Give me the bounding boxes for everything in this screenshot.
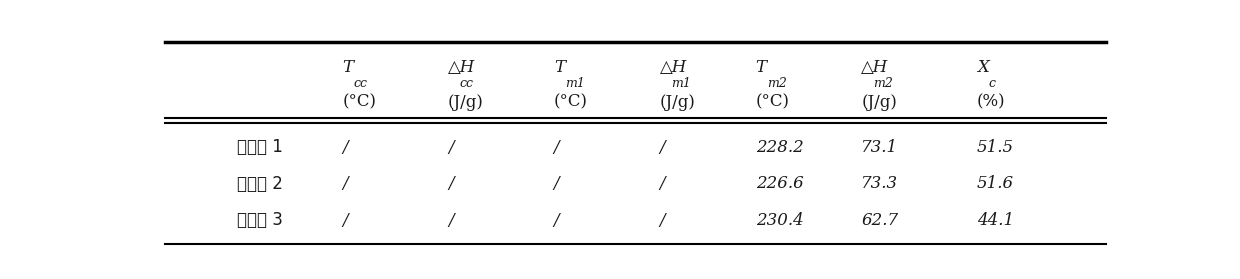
Text: /: /: [342, 139, 348, 156]
Text: /: /: [554, 175, 559, 192]
Text: cc: cc: [353, 77, 368, 90]
Text: (J/g): (J/g): [862, 94, 898, 111]
Text: △H: △H: [660, 59, 687, 76]
Text: (°C): (°C): [755, 94, 790, 111]
Text: /: /: [342, 212, 348, 229]
Text: 73.3: 73.3: [862, 175, 899, 192]
Text: /: /: [342, 175, 348, 192]
Text: /: /: [660, 212, 665, 229]
Text: 51.6: 51.6: [977, 175, 1014, 192]
Text: /: /: [448, 212, 454, 229]
Text: /: /: [554, 212, 559, 229]
Text: 实施例 1: 实施例 1: [237, 138, 283, 156]
Text: /: /: [660, 139, 665, 156]
Text: X: X: [977, 59, 988, 76]
Text: m2: m2: [873, 77, 893, 90]
Text: 230.4: 230.4: [755, 212, 804, 229]
Text: △H: △H: [448, 59, 475, 76]
Text: m1: m1: [671, 77, 691, 90]
Text: (%): (%): [977, 94, 1006, 111]
Text: /: /: [448, 175, 454, 192]
Text: 62.7: 62.7: [862, 212, 899, 229]
Text: (°C): (°C): [342, 94, 377, 111]
Text: △H: △H: [862, 59, 889, 76]
Text: (°C): (°C): [554, 94, 588, 111]
Text: 44.1: 44.1: [977, 212, 1014, 229]
Text: T: T: [342, 59, 353, 76]
Text: 73.1: 73.1: [862, 139, 899, 156]
Text: /: /: [660, 175, 665, 192]
Text: (J/g): (J/g): [448, 94, 484, 111]
Text: /: /: [554, 139, 559, 156]
Text: T: T: [755, 59, 766, 76]
Text: 228.2: 228.2: [755, 139, 804, 156]
Text: 实施例 3: 实施例 3: [237, 211, 283, 229]
Text: 51.5: 51.5: [977, 139, 1014, 156]
Text: T: T: [554, 59, 565, 76]
Text: m1: m1: [565, 77, 585, 90]
Text: 226.6: 226.6: [755, 175, 804, 192]
Text: m2: m2: [768, 77, 787, 90]
Text: 实施例 2: 实施例 2: [237, 175, 283, 193]
Text: /: /: [448, 139, 454, 156]
Text: (J/g): (J/g): [660, 94, 696, 111]
Text: c: c: [988, 77, 996, 90]
Text: cc: cc: [460, 77, 474, 90]
